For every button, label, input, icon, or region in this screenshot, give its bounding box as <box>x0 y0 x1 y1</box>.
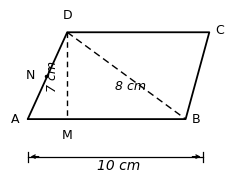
Text: D: D <box>62 9 72 22</box>
Text: C: C <box>215 24 224 37</box>
Text: 8 cm: 8 cm <box>115 80 146 93</box>
Text: M: M <box>62 129 73 142</box>
Text: A: A <box>11 113 20 126</box>
Text: N: N <box>25 69 35 82</box>
Text: B: B <box>192 113 200 126</box>
Text: 7 cm: 7 cm <box>46 61 59 92</box>
Text: 10 cm: 10 cm <box>97 159 140 173</box>
